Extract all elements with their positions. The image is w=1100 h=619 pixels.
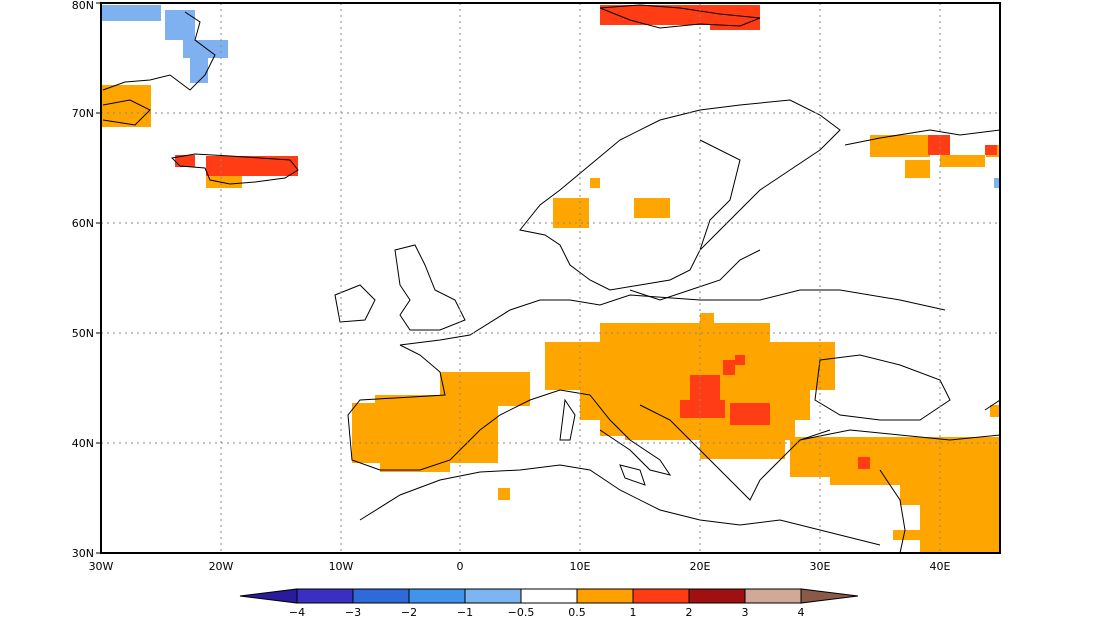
colorbar-segment xyxy=(688,588,746,604)
lon-tick-label: 10W xyxy=(329,560,354,573)
colorbar-segment xyxy=(744,588,802,604)
colorbar-label: −4 xyxy=(289,606,305,619)
colorbar-label: −3 xyxy=(345,606,361,619)
shade-positive-1 xyxy=(101,85,1000,553)
colorbar-label: 2 xyxy=(686,606,693,619)
colorbar-high-arrow xyxy=(800,588,859,604)
colorbar-label: −1 xyxy=(457,606,473,619)
shade-positive-2 xyxy=(175,5,997,469)
map-frame xyxy=(100,2,1001,554)
lat-tick-label: 30N xyxy=(72,547,94,560)
lat-tick-label: 60N xyxy=(72,217,94,230)
colorbar-segment xyxy=(464,588,522,604)
colorbar-label: 3 xyxy=(742,606,749,619)
lon-tick-label: 0 xyxy=(457,560,464,573)
colorbar-label: 4 xyxy=(798,606,805,619)
lon-tick-label: 30W xyxy=(89,560,114,573)
lon-tick-label: 20E xyxy=(690,560,711,573)
colorbar-label: −2 xyxy=(401,606,417,619)
gridlines xyxy=(101,3,1000,553)
coastlines xyxy=(102,4,1000,553)
lat-tick-label: 70N xyxy=(72,107,94,120)
lon-axis: 30W 20W 10W 0 10E 20E 30E 40E xyxy=(89,560,951,573)
lon-tick-label: 10E xyxy=(570,560,591,573)
colorbar-low-arrow xyxy=(239,588,298,604)
colorbar-segment xyxy=(408,588,466,604)
colorbar-label: 0.5 xyxy=(568,606,586,619)
lon-tick-label: 20W xyxy=(209,560,234,573)
colorbar-segment xyxy=(632,588,690,604)
lat-tick-label: 50N xyxy=(72,327,94,340)
lon-tick-label: 40E xyxy=(930,560,951,573)
lat-tick-label: 40N xyxy=(72,437,94,450)
colorbar-label: −0.5 xyxy=(508,606,535,619)
lat-tick-label: 80N xyxy=(72,0,94,12)
anomaly-shading xyxy=(101,5,1000,553)
colorbar-segment xyxy=(520,588,578,604)
lon-tick-label: 30E xyxy=(810,560,831,573)
colorbar: −4 −3 −2 −1 −0.5 0.5 1 2 3 4 xyxy=(239,588,859,619)
colorbar-segment xyxy=(296,588,354,604)
colorbar-segment xyxy=(352,588,410,604)
lat-axis: 80N 70N 60N 50N 40N 30N xyxy=(72,0,101,560)
shade-greenland-negative xyxy=(101,5,1000,188)
colorbar-segment xyxy=(576,588,634,604)
colorbar-label: 1 xyxy=(630,606,637,619)
